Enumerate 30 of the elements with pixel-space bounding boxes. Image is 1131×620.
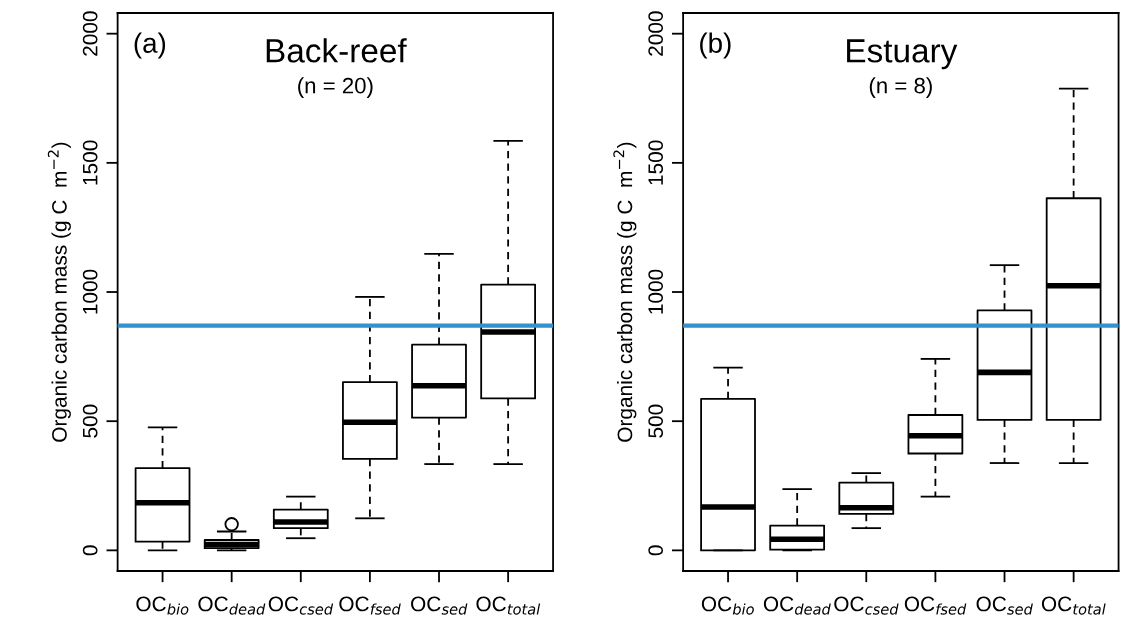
y-tick-label: 2000 bbox=[648, 11, 664, 56]
x-tick-label: OC$_{total}$ bbox=[1041, 596, 1106, 615]
x-tick-label: OC$_{fsed}$ bbox=[339, 596, 401, 615]
x-tick-label: OC$_{total}$ bbox=[476, 596, 541, 615]
x-tick-label: OC$_{bio}$ bbox=[136, 596, 189, 615]
text: (n = 20) bbox=[298, 77, 373, 98]
x-tick-label: OC$_{dead}$ bbox=[763, 596, 831, 615]
y-axis-title: Organic carbon mass (g C m$^{−2}$) bbox=[47, 142, 71, 442]
text: Back-reef bbox=[266, 38, 407, 63]
y-tick-label: 0 bbox=[648, 545, 664, 556]
y-tick-label: 500 bbox=[648, 404, 664, 438]
x-tick-label: OC$_{sed}$ bbox=[976, 596, 1033, 615]
annotation: (a) bbox=[134, 32, 166, 59]
y-tick-label: 500 bbox=[82, 404, 98, 438]
y-tick-label: 2000 bbox=[82, 11, 98, 56]
x-tick-label: OC$_{dead}$ bbox=[198, 596, 266, 615]
x-tick-label: OC$_{sed}$ bbox=[411, 596, 468, 615]
x-tick-label: OC$_{fsed}$ bbox=[904, 596, 967, 615]
text: Estuary bbox=[847, 39, 958, 70]
y-tick-label: 1500 bbox=[82, 140, 98, 185]
x-tick-label: OC$_{bio}$ bbox=[701, 596, 754, 615]
x-tick-label: OC$_{csed}$ bbox=[834, 596, 899, 615]
text: (n = 8) bbox=[869, 77, 932, 98]
y-tick-label: 1000 bbox=[648, 269, 664, 314]
annotation: (b) bbox=[700, 32, 731, 59]
y-axis-title: Organic carbon mass (g C m$^{−2}$) bbox=[613, 142, 637, 442]
x-tick-label: OC$_{csed}$ bbox=[268, 596, 334, 615]
y-tick-label: 1000 bbox=[82, 269, 98, 314]
y-tick-label: 1500 bbox=[648, 140, 664, 185]
y-tick-label: 0 bbox=[82, 545, 98, 556]
